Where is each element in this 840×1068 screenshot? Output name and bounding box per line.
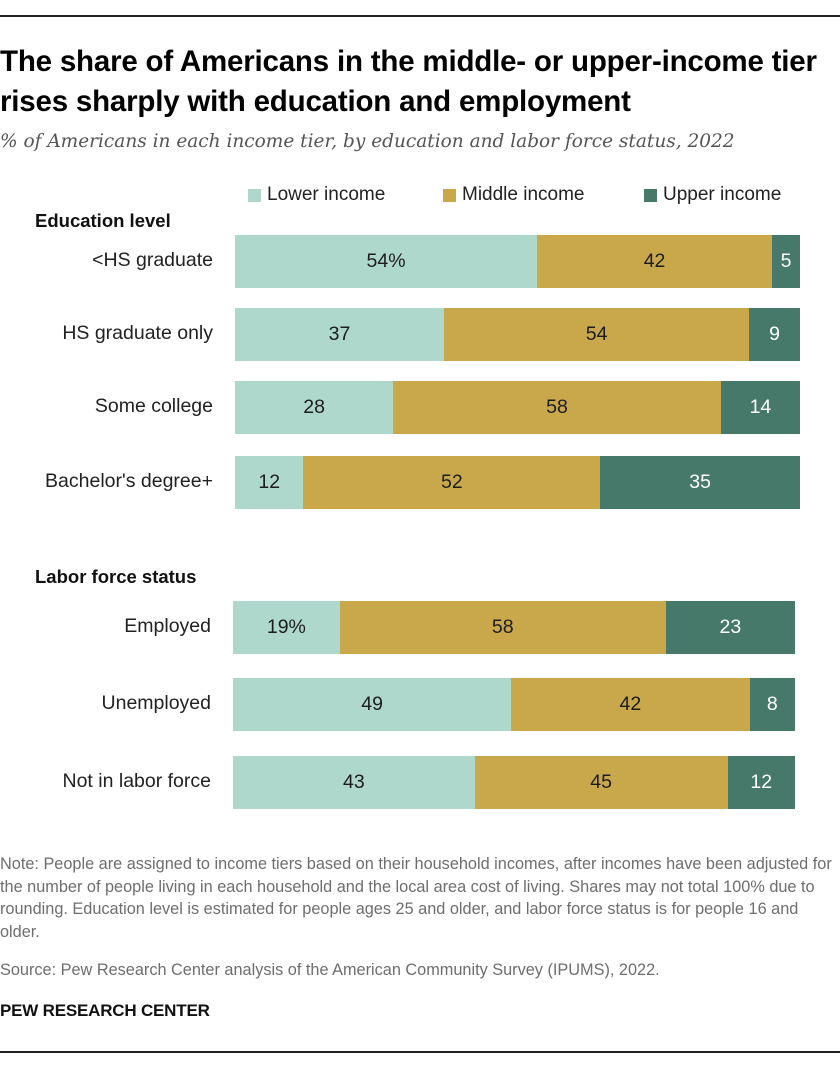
segment-upper: 14 bbox=[720, 381, 800, 434]
chart-note: Note: People are assigned to income tier… bbox=[0, 855, 832, 941]
bar-value-label: 52 bbox=[441, 471, 463, 493]
segment-lower: 54% bbox=[235, 235, 538, 288]
segment-lower: 19% bbox=[233, 601, 340, 654]
row-label: <HS graduate bbox=[92, 249, 213, 271]
legend-item-middle: Middle income bbox=[443, 182, 585, 208]
bar-value-label: 54 bbox=[585, 323, 608, 345]
bar-value-label: 5 bbox=[780, 250, 792, 272]
bar-value-label: 58 bbox=[546, 396, 568, 418]
row-label: Not in labor force bbox=[62, 770, 212, 792]
legend-item-upper: Upper income bbox=[644, 182, 781, 208]
segment-middle: 52 bbox=[303, 456, 601, 509]
chart-subtitle: % of Americans in each income tier, by e… bbox=[0, 131, 735, 152]
group-label: Education level bbox=[35, 210, 171, 231]
bar-value-label: 43 bbox=[342, 771, 365, 793]
legend-swatch-lower bbox=[248, 188, 261, 202]
segment-middle: 58 bbox=[339, 601, 666, 654]
bar-value-label: 12 bbox=[258, 471, 281, 493]
legend-label-lower: Lower income bbox=[267, 184, 386, 205]
segment-upper: 9 bbox=[749, 308, 800, 361]
segment-middle: 42 bbox=[511, 678, 750, 731]
legend-label-upper: Upper income bbox=[663, 184, 782, 205]
bar-value-label: 28 bbox=[303, 396, 325, 418]
bar-value-label: 42 bbox=[619, 693, 642, 715]
stacked-bar: 37 54 9 bbox=[235, 308, 800, 361]
chart-title: The share of Americans in the middle- or… bbox=[0, 45, 817, 118]
bar-value-label: 58 bbox=[491, 616, 514, 638]
segment-middle: 58 bbox=[393, 381, 721, 434]
top-rule bbox=[0, 15, 840, 17]
bar-value-label: 19% bbox=[266, 616, 306, 638]
segment-upper: 8 bbox=[749, 678, 795, 731]
bar-value-label: 45 bbox=[590, 771, 612, 793]
segment-lower: 12 bbox=[235, 456, 304, 509]
row-label: Unemployed bbox=[101, 692, 211, 714]
bar-value-label: 14 bbox=[749, 396, 772, 418]
bar-value-label: 8 bbox=[766, 693, 778, 715]
segment-middle: 54 bbox=[444, 308, 750, 361]
segment-middle: 42 bbox=[537, 235, 773, 288]
bar-value-label: 54% bbox=[366, 250, 406, 272]
bottom-rule bbox=[0, 1051, 840, 1053]
row-label: Employed bbox=[124, 615, 211, 637]
chart-source: Source: Pew Research Center analysis of … bbox=[0, 961, 660, 979]
stacked-bar: 49 42 8 bbox=[233, 678, 795, 731]
segment-upper: 5 bbox=[772, 235, 800, 288]
segment-lower: 37 bbox=[235, 308, 445, 361]
segment-lower: 49 bbox=[233, 678, 512, 731]
bar-value-label: 9 bbox=[769, 323, 780, 345]
legend-swatch-middle bbox=[443, 188, 456, 202]
row-label: Some college bbox=[94, 395, 213, 417]
stacked-bar: 43 45 12 bbox=[233, 756, 795, 809]
bar-value-label: 49 bbox=[361, 693, 383, 715]
stacked-bar: 19% 58 23 bbox=[233, 601, 795, 654]
bar-value-label: 23 bbox=[719, 616, 742, 638]
segment-middle: 45 bbox=[474, 756, 728, 809]
segment-upper: 12 bbox=[727, 756, 795, 809]
legend: Lower income Middle income Upper income bbox=[0, 182, 840, 208]
bar-value-label: 35 bbox=[689, 471, 711, 493]
stacked-bar: 54% 42 5 bbox=[235, 235, 800, 288]
segment-lower: 43 bbox=[233, 756, 475, 809]
bar-value-label: 42 bbox=[643, 250, 666, 272]
segment-upper: 23 bbox=[665, 601, 795, 654]
segment-lower: 28 bbox=[235, 381, 394, 434]
group-label: Labor force status bbox=[35, 566, 197, 587]
stacked-bar: 12 52 35 bbox=[235, 456, 800, 509]
stacked-bar: 28 58 14 bbox=[235, 381, 800, 434]
legend-label-middle: Middle income bbox=[462, 184, 585, 205]
brand-logo-text: PEW RESEARCH CENTER bbox=[0, 1001, 210, 1020]
row-label: Bachelor's degree+ bbox=[45, 470, 213, 492]
segment-upper: 35 bbox=[600, 456, 800, 509]
row-label: HS graduate only bbox=[62, 322, 213, 344]
legend-item-lower: Lower income bbox=[248, 182, 385, 208]
bar-value-label: 37 bbox=[328, 323, 351, 345]
legend-swatch-upper bbox=[644, 188, 657, 202]
bar-value-label: 12 bbox=[750, 771, 773, 793]
